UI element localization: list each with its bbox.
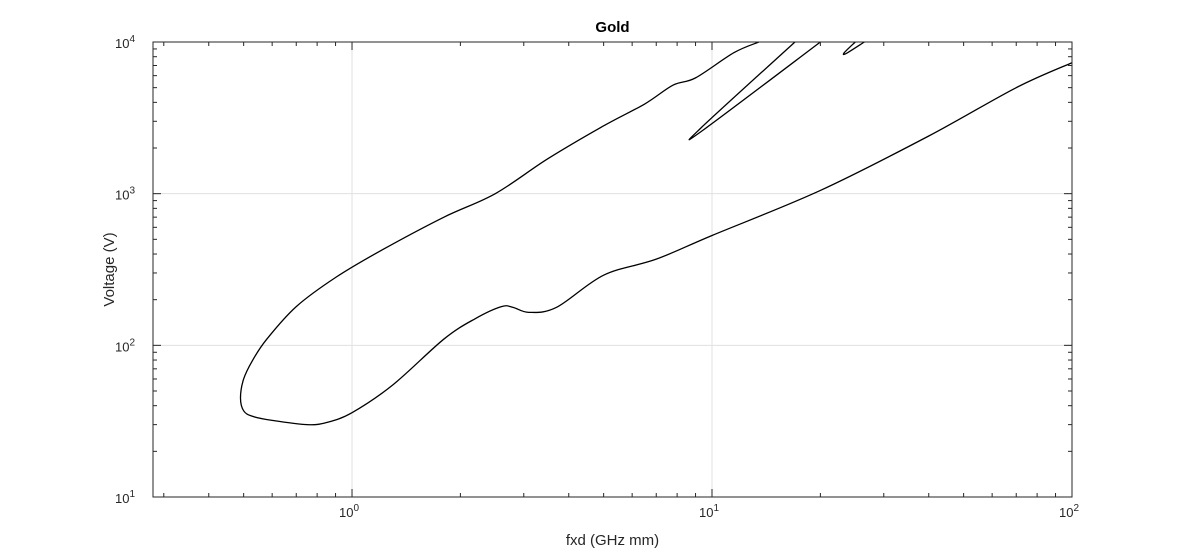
x-axis-label: fxd (GHz mm)	[566, 532, 659, 549]
x-tick-label: 102	[1059, 503, 1079, 520]
x-tick-label: 100	[339, 503, 359, 520]
y-axis-label: Voltage (V)	[101, 232, 118, 306]
x-tick-label: 101	[699, 503, 719, 520]
x-tick-labels: 100 101 102	[339, 503, 1079, 520]
ticks-layer	[153, 41, 1073, 498]
y-tick-label: 104	[115, 34, 135, 51]
grid-layer	[153, 42, 1072, 497]
series-line	[239, 41, 1073, 426]
plot-box	[152, 41, 1073, 498]
y-tick-labels: 101 102 103 104	[115, 34, 135, 506]
y-tick-label: 103	[115, 186, 135, 203]
y-tick-label: 101	[115, 489, 135, 506]
chart-title: Gold	[595, 19, 629, 36]
y-tick-label: 102	[115, 337, 135, 354]
series-layer	[239, 41, 1073, 426]
series-line	[842, 41, 865, 56]
series-line	[688, 41, 821, 141]
